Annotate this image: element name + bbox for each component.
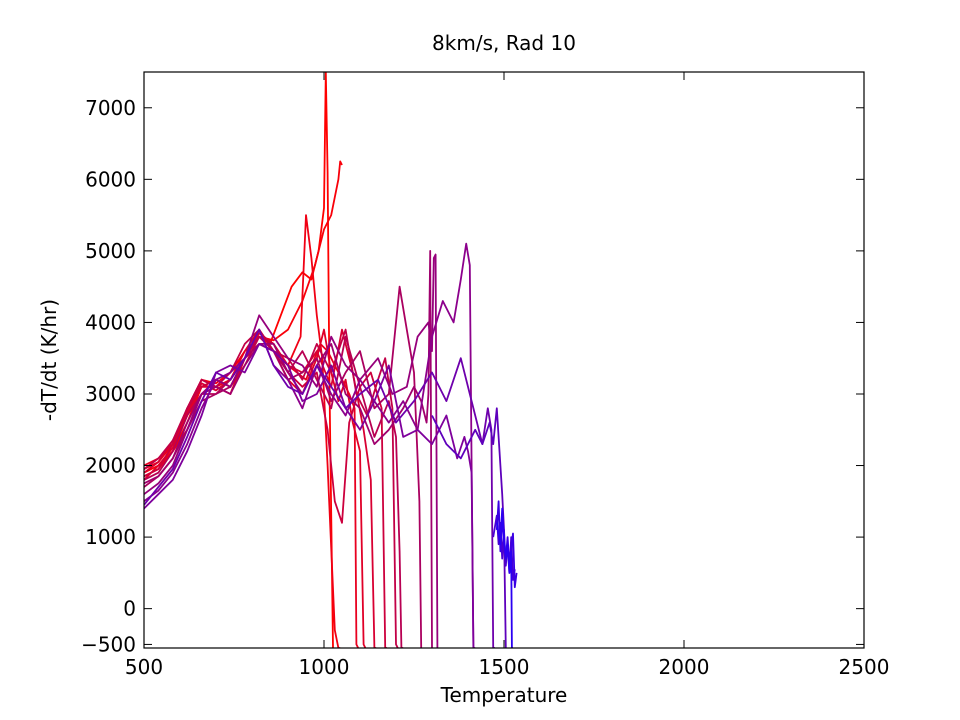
y-tick-label: 2000 <box>85 454 136 478</box>
series-line-10 <box>144 285 423 648</box>
y-tick-label: 5000 <box>85 239 136 263</box>
y-tick-label: 6000 <box>85 167 136 191</box>
x-tick-label: 1500 <box>479 655 530 679</box>
y-axis: −500 0 1000 2000 3000 4000 5000 6000 7000 <box>81 96 864 656</box>
series-line-15 <box>144 328 495 648</box>
y-tick-label: 1000 <box>85 525 136 549</box>
y-tick-label: 3000 <box>85 382 136 406</box>
x-tick-label: 2000 <box>659 655 710 679</box>
series-line-14 <box>144 342 476 648</box>
x-axis-label: Temperature <box>440 683 568 707</box>
y-axis-label: -dT/dt (K/hr) <box>37 299 61 421</box>
plot-area <box>144 72 518 648</box>
y-tick-label: −500 <box>81 632 136 656</box>
series-line-13 <box>144 242 475 648</box>
chart-title: 8km/s, Rad 10 <box>432 31 576 55</box>
x-axis: 500 1000 1500 2000 2500 <box>125 72 890 679</box>
series-line-16 <box>431 407 507 648</box>
y-tick-label: 4000 <box>85 310 136 334</box>
series-line-9 <box>144 335 404 648</box>
series-line-12 <box>144 253 439 648</box>
series-line-2 <box>144 160 343 470</box>
y-tick-label: 0 <box>123 597 136 621</box>
series-line-19 <box>495 507 513 648</box>
x-tick-label: 500 <box>125 655 163 679</box>
x-tick-label: 2500 <box>839 655 890 679</box>
series-line-8 <box>144 328 399 648</box>
series-line-7 <box>144 335 387 648</box>
x-tick-label: 1000 <box>299 655 350 679</box>
y-tick-label: 7000 <box>85 96 136 120</box>
